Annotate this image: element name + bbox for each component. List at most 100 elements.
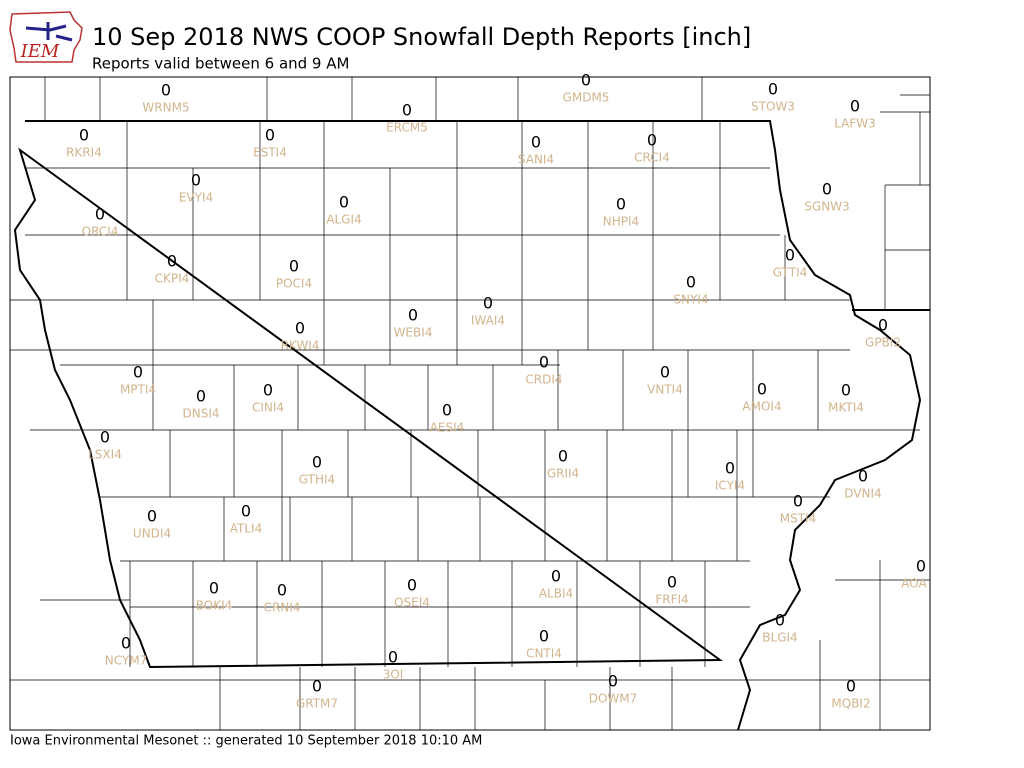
station-value: 0	[79, 126, 89, 145]
station-value: 0	[667, 573, 677, 592]
station-value: 0	[916, 557, 926, 576]
station-value: 0	[647, 131, 657, 150]
station-id: IWAI4	[471, 314, 505, 328]
station-id: LSXI4	[88, 448, 122, 462]
station-value: 0	[312, 453, 322, 472]
station-value: 0	[483, 294, 493, 313]
station-id: STOW3	[751, 100, 795, 114]
station-value: 0	[846, 677, 856, 696]
station-id: BOKI4	[196, 599, 233, 613]
station-id: MQBI2	[831, 697, 870, 711]
subtitle: Reports valid between 6 and 9 AM	[92, 55, 349, 73]
station-value: 0	[442, 401, 452, 420]
station-id: AESI4	[430, 421, 465, 435]
station-value: 0	[775, 611, 785, 630]
station-id: BLGI4	[762, 631, 797, 645]
station-id: ALGI4	[326, 213, 361, 227]
station-id: RKRI4	[66, 146, 102, 160]
station-value: 0	[616, 195, 626, 214]
station-value: 0	[295, 319, 305, 338]
station-id: MKTI4	[828, 401, 864, 415]
station-value: 0	[841, 381, 851, 400]
station-id: MPTI4	[120, 383, 156, 397]
station-value: 0	[263, 381, 273, 400]
station-value: 0	[265, 126, 275, 145]
station-id: AMOI4	[742, 400, 781, 414]
station-value: 0	[277, 581, 287, 600]
station-id: WEBI4	[394, 326, 433, 340]
station-id: ERCM5	[386, 121, 428, 135]
footer: Iowa Environmental Mesonet :: generated …	[10, 734, 482, 749]
station-id: CRNI4	[264, 601, 301, 615]
station-value: 0	[686, 273, 696, 292]
station-id: NCYM7	[105, 654, 147, 668]
station-value: 0	[408, 306, 418, 325]
station-value: 0	[209, 579, 219, 598]
logo: IEM	[9, 11, 83, 63]
station-value: 0	[388, 648, 398, 667]
station-value: 0	[191, 171, 201, 190]
station-value: 0	[531, 133, 541, 152]
station-id: GTHI4	[299, 473, 335, 487]
station-value: 0	[822, 180, 832, 199]
station-id: CRCI4	[634, 151, 670, 165]
station-value: 0	[147, 507, 157, 526]
station-id: SGNW3	[804, 200, 849, 214]
station-id: POCI4	[276, 277, 312, 291]
station-value: 0	[858, 467, 868, 486]
station-value: 0	[539, 627, 549, 646]
station-value: 0	[725, 459, 735, 478]
station-id: GTTI4	[773, 266, 808, 280]
station-id: ATLI4	[230, 522, 262, 536]
station-value: 0	[660, 363, 670, 382]
station-value: 0	[768, 80, 778, 99]
station-id: DOWM7	[589, 692, 638, 706]
station-value: 0	[785, 246, 795, 265]
station-id: NHPI4	[603, 215, 639, 229]
station-value: 0	[793, 492, 803, 511]
station-id: FRFI4	[655, 593, 688, 607]
station-id: ALBI4	[539, 587, 573, 601]
station-value: 0	[551, 567, 561, 586]
station-value: 0	[539, 353, 549, 372]
station-value: 0	[167, 252, 177, 271]
station-value: 0	[121, 634, 131, 653]
station-value: 0	[95, 205, 105, 224]
station-value: 0	[757, 380, 767, 399]
station-id: CKPI4	[155, 272, 190, 286]
station-id: LAFW3	[834, 117, 876, 131]
station-id: GMDM5	[563, 91, 610, 105]
station-id: DVNI4	[844, 487, 881, 501]
station-value: 0	[241, 502, 251, 521]
station-id: MSTI4	[780, 512, 816, 526]
station-id: DNSI4	[182, 407, 219, 421]
station-value: 0	[402, 101, 412, 120]
title: 10 Sep 2018 NWS COOP Snowfall Depth Repo…	[92, 23, 751, 51]
station-id: SANI4	[518, 153, 554, 167]
station-id: GPBI2	[865, 336, 901, 350]
station-id: CRDI4	[525, 373, 562, 387]
station-value: 0	[339, 193, 349, 212]
station-id: ESTI4	[253, 146, 287, 160]
station-value: 0	[850, 97, 860, 116]
station-value: 0	[161, 81, 171, 100]
station-id: ORCI4	[82, 225, 119, 239]
station-value: 0	[878, 316, 888, 335]
station-value: 0	[289, 257, 299, 276]
station-value: 0	[407, 576, 417, 595]
station-id: EVYI4	[179, 191, 213, 205]
station-id: GRTM7	[296, 697, 338, 711]
station-value: 0	[581, 71, 591, 90]
station-id: UNDI4	[133, 527, 171, 541]
station-id: VNTI4	[647, 383, 683, 397]
station-value: 0	[196, 387, 206, 406]
station-id: WRNM5	[142, 101, 189, 115]
station-id: AOA	[901, 577, 927, 591]
station-id: RKWI4	[281, 339, 320, 353]
map-lines	[9, 76, 931, 731]
station-value: 0	[608, 672, 618, 691]
station-id: GRII4	[547, 467, 579, 481]
